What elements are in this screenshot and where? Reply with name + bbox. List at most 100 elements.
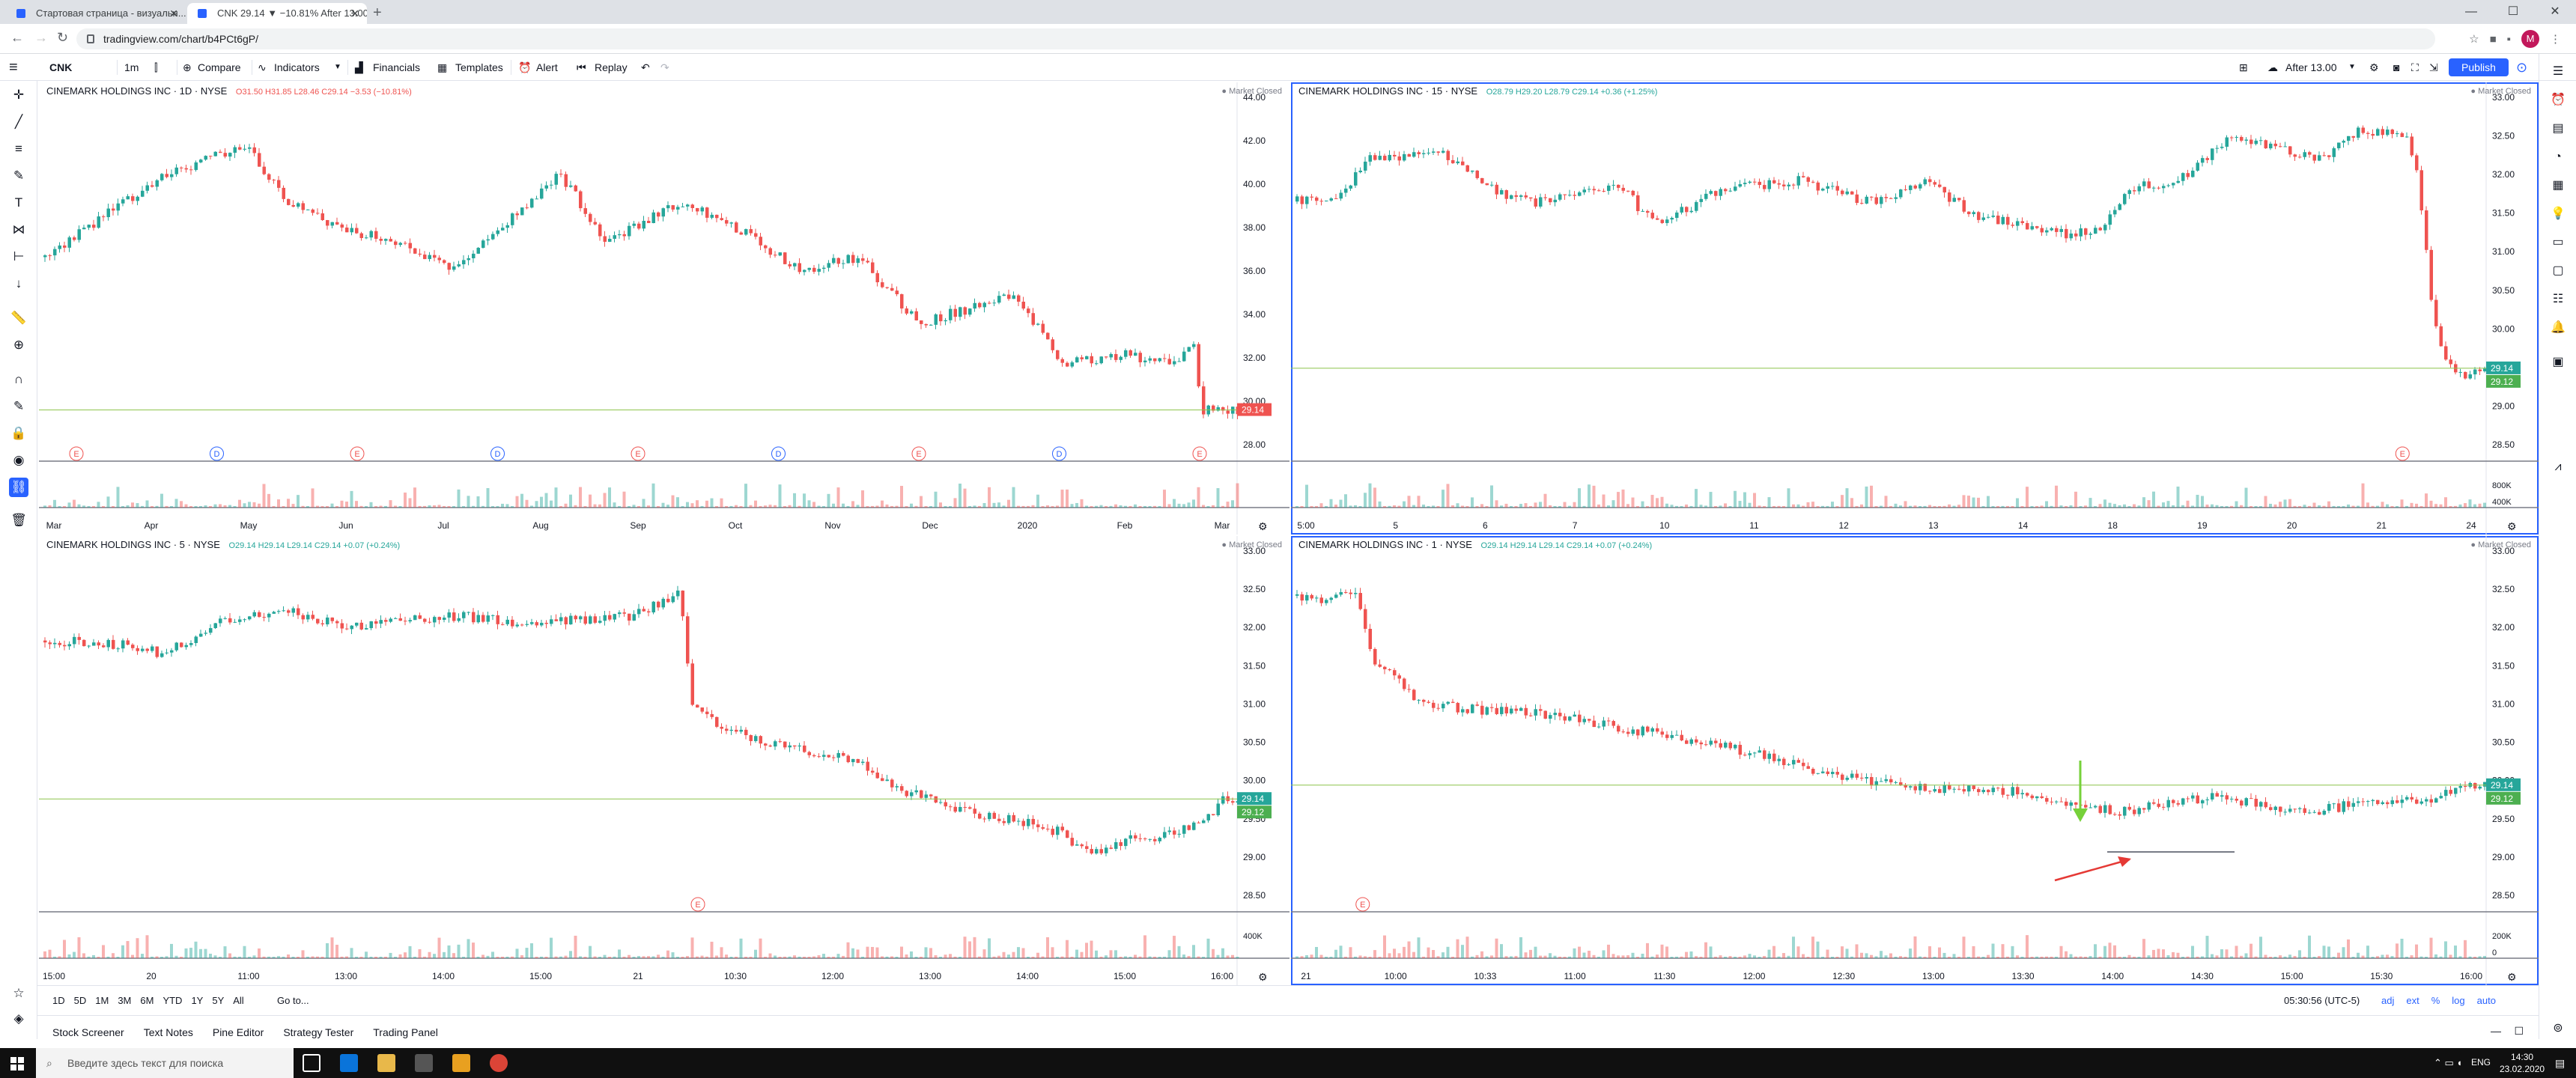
scale-settings-icon[interactable]: ⚙ xyxy=(1258,520,1268,532)
range-button-1y[interactable]: 1Y xyxy=(191,995,204,1006)
event-marker[interactable] xyxy=(1052,446,1066,461)
settings-gear-icon[interactable]: ⚙ xyxy=(2369,61,2379,73)
eye-icon[interactable]: ◉ xyxy=(13,453,25,467)
scale-option-%[interactable]: % xyxy=(2431,995,2440,1006)
financials-button[interactable]: Financials xyxy=(373,61,421,73)
chart-canvas[interactable]: 44.0042.0040.0038.0036.0034.0032.0030.00… xyxy=(39,82,1289,535)
chevron-down-icon[interactable]: ▼ xyxy=(2348,63,2356,71)
explorer-icon[interactable] xyxy=(377,1054,395,1072)
scale-option-log[interactable]: log xyxy=(2452,995,2465,1006)
indicators-icon[interactable]: ∿ xyxy=(258,61,267,73)
chart-pane-15[interactable]: 33.0032.5032.0031.5031.0030.5030.0029.50… xyxy=(1291,82,2539,535)
crosshair-icon[interactable]: ✛ xyxy=(13,88,25,102)
event-marker[interactable] xyxy=(490,446,505,461)
magnet-icon[interactable]: ∩ xyxy=(13,372,24,386)
scale-settings-icon[interactable]: ⚙ xyxy=(2507,520,2517,532)
pattern-icon[interactable]: ⋈ xyxy=(12,222,25,237)
windows-start-icon[interactable] xyxy=(10,1057,24,1071)
bottom-tab-strategy-tester[interactable]: Strategy Tester xyxy=(283,1026,354,1038)
chart-canvas[interactable]: 33.0032.5032.0031.5031.0030.5030.0029.50… xyxy=(1291,82,2539,535)
maximize-icon[interactable]: ☐ xyxy=(2507,5,2519,18)
range-button-3m[interactable]: 3M xyxy=(118,995,132,1006)
chrome-icon[interactable] xyxy=(490,1054,508,1072)
templates-button[interactable]: Templates xyxy=(455,61,503,73)
bottom-tab-text-notes[interactable]: Text Notes xyxy=(143,1026,193,1038)
star-icon[interactable]: ☆ xyxy=(13,986,25,1000)
hamburger-menu-icon[interactable]: ≡ xyxy=(9,59,18,76)
chevron-down-icon[interactable]: ▼ xyxy=(334,63,341,71)
event-marker[interactable] xyxy=(210,446,224,461)
compare-button[interactable]: Compare xyxy=(198,61,241,73)
help-icon[interactable]: ⊚ xyxy=(2553,1022,2563,1035)
taskbar-clock[interactable]: 14:30 23.02.2020 xyxy=(2500,1052,2545,1074)
url-input[interactable]: tradingview.com/chart/b4PCt6gP/ xyxy=(76,28,2435,49)
tray-icons[interactable]: ⌃ ▭ ◖ xyxy=(2434,1057,2463,1068)
bar-style-icon[interactable]: ⫿ xyxy=(154,61,158,73)
scale-settings-icon[interactable]: ⚙ xyxy=(2507,971,2517,983)
range-button-1m[interactable]: 1M xyxy=(95,995,109,1006)
chart-pane-5[interactable]: 33.00 32.50 32.00 31.50 31.00 30.50 30.00 29.50… xyxy=(39,536,1289,985)
brush-icon[interactable]: ✎ xyxy=(13,168,25,183)
fullscreen-icon[interactable]: ⛶ xyxy=(2411,61,2419,73)
event-marker[interactable] xyxy=(69,446,84,461)
event-marker[interactable] xyxy=(350,446,365,461)
close-tab-icon[interactable]: ✕ xyxy=(350,7,359,19)
collapse-icon[interactable]: — xyxy=(2491,1025,2501,1037)
calendar-2-icon[interactable]: ☷ xyxy=(2552,293,2564,305)
redo-icon[interactable]: ↷ xyxy=(660,61,669,73)
hotlist-icon[interactable]: ◔ xyxy=(2554,150,2562,163)
range-button-6m[interactable]: 6M xyxy=(140,995,154,1006)
watchlist-icon[interactable]: ☰ xyxy=(2552,65,2564,78)
prediction-icon[interactable]: ⊢ xyxy=(13,249,25,264)
extension-2-icon[interactable]: ▪ xyxy=(2506,32,2511,46)
close-tab-icon[interactable]: ✕ xyxy=(169,7,178,19)
clock[interactable]: 05:30:56 (UTC-5) xyxy=(2284,995,2360,1006)
menu-dots-icon[interactable]: ⋮ xyxy=(2550,33,2561,46)
extension-icon[interactable]: ■ xyxy=(2489,32,2497,46)
bottom-tab-pine-editor[interactable]: Pine Editor xyxy=(212,1026,264,1038)
range-button-ytd[interactable]: YTD xyxy=(162,995,183,1006)
avatar[interactable]: M xyxy=(2521,30,2539,48)
publish-button[interactable]: Publish xyxy=(2449,58,2509,76)
trash-icon[interactable]: 🗑 xyxy=(10,513,27,527)
interval-button[interactable]: 1m xyxy=(124,61,139,73)
replay-icon[interactable]: ⏮ xyxy=(577,61,586,73)
maximize-panel-icon[interactable]: ☐ xyxy=(2514,1025,2524,1037)
templates-icon[interactable]: ▦ xyxy=(437,61,448,73)
link-icon[interactable]: ⛓ xyxy=(9,478,28,497)
lock-icon[interactable]: 🔒 xyxy=(10,426,27,440)
bookmark-star-icon[interactable]: ☆ xyxy=(2469,33,2479,46)
alert-icon[interactable]: ⏰ xyxy=(518,61,532,73)
layers-icon[interactable]: ◈ xyxy=(13,1011,24,1026)
cloud-icon[interactable]: ☁ xyxy=(2267,61,2278,73)
symbol-search[interactable]: CNK xyxy=(49,61,73,73)
range-button-5y[interactable]: 5Y xyxy=(212,995,225,1006)
chart-canvas[interactable]: 33.0032.5032.0031.5031.0030.5030.0029.50… xyxy=(1291,536,2539,985)
event-marker[interactable] xyxy=(1192,446,1207,461)
layout-grid-icon[interactable]: ⊞ xyxy=(2239,61,2248,73)
mail-icon[interactable] xyxy=(452,1054,470,1072)
range-button-all[interactable]: All xyxy=(233,995,244,1006)
chart-canvas[interactable]: 33.0032.5032.0031.5031.0030.5030.0029.50… xyxy=(39,536,1289,985)
red-arrow-annotation[interactable] xyxy=(2054,858,2130,882)
arrow-down-icon[interactable]: ↓ xyxy=(15,276,22,290)
scale-settings-icon[interactable]: ⚙ xyxy=(1258,971,1268,983)
chat-icon[interactable]: ▢ xyxy=(2552,264,2564,277)
range-button-5d[interactable]: 5D xyxy=(73,995,87,1006)
camera-icon[interactable]: ◙ xyxy=(2393,61,2400,73)
forward-icon[interactable]: → xyxy=(34,30,48,45)
undo-icon[interactable]: ↶ xyxy=(641,61,650,73)
chart-pane-1[interactable]: 33.0032.5032.0031.5031.0030.5030.0029.50… xyxy=(1291,536,2539,985)
calendar-icon[interactable]: ▦ xyxy=(2552,179,2564,192)
bottom-tab-stock-screener[interactable]: Stock Screener xyxy=(52,1026,124,1038)
new-tab-button[interactable]: + xyxy=(373,4,382,21)
range-button-1d[interactable]: 1D xyxy=(52,995,65,1006)
lock-drawings-icon[interactable]: ✎ xyxy=(13,399,25,413)
minimize-icon[interactable]: — xyxy=(2465,5,2477,18)
toggle-icon[interactable]: ⇲ xyxy=(2429,61,2438,73)
event-marker[interactable] xyxy=(2395,446,2410,461)
edge-icon[interactable] xyxy=(340,1054,358,1072)
play-circle-icon[interactable]: ⊙ xyxy=(2516,60,2528,75)
taskbar-search-input[interactable]: ⌕ Введите здесь текст для поиска xyxy=(36,1048,294,1078)
scale-option-ext[interactable]: ext xyxy=(2406,995,2419,1006)
